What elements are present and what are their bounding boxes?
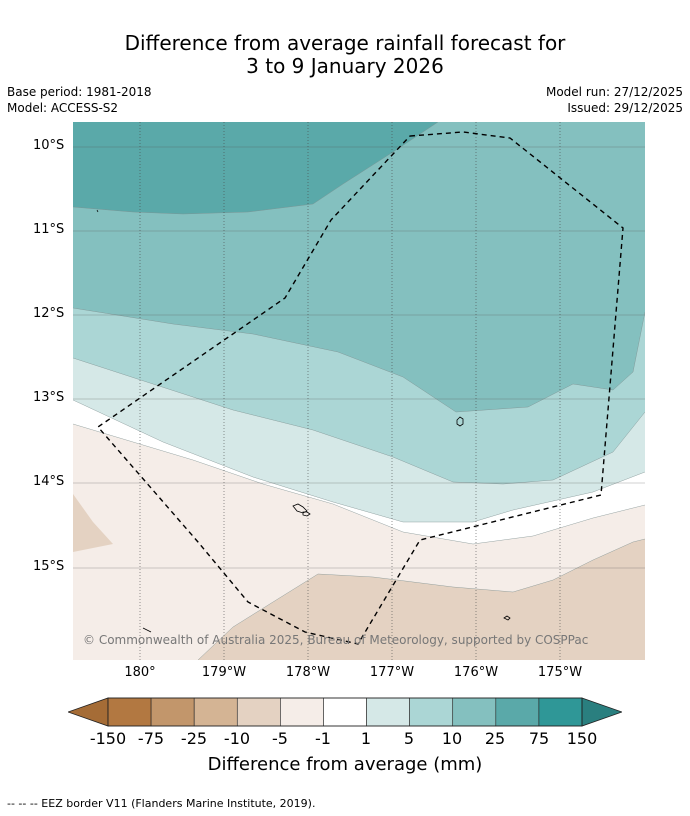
colorbar-label: Difference from average (mm) bbox=[207, 754, 483, 775]
latitude-gridlines bbox=[73, 146, 645, 569]
cb-tick-10: 10 bbox=[441, 729, 463, 748]
meta-left: Base period: 1981-2018 Model: ACCESS-S2 bbox=[7, 84, 152, 116]
islet-southwest bbox=[142, 627, 152, 633]
lon-label-179w: 179°W bbox=[201, 665, 247, 680]
lat-label-10s: 10°S bbox=[33, 138, 65, 153]
cb-tick-5: 5 bbox=[403, 729, 415, 748]
colorbar-segment bbox=[193, 697, 238, 727]
colorbar-segment bbox=[236, 697, 281, 727]
cb-tick-25: 25 bbox=[484, 729, 506, 748]
cb-tick-neg75: -75 bbox=[137, 729, 165, 748]
colorbar-segment bbox=[323, 697, 367, 727]
rainfall-map bbox=[73, 122, 645, 660]
colorbar-segment bbox=[538, 697, 583, 727]
eez-border bbox=[96, 131, 624, 645]
islet-northwest bbox=[96, 209, 99, 213]
island-wallis bbox=[456, 416, 464, 427]
colorbar-segment bbox=[495, 697, 540, 727]
colorbar-extend-low bbox=[68, 697, 109, 727]
colorbar-segment bbox=[280, 697, 324, 727]
lon-label-180: 180° bbox=[124, 665, 156, 680]
colorbar-segment bbox=[452, 697, 497, 727]
colorbar-extend-high bbox=[581, 697, 622, 727]
lon-label-176w: 176°W bbox=[453, 665, 499, 680]
issued-date: Issued: 29/12/2025 bbox=[567, 101, 683, 115]
model-run: Model run: 27/12/2025 bbox=[545, 85, 683, 99]
title-line-2: 3 to 9 January 2026 bbox=[246, 54, 444, 78]
model-name: Model: ACCESS-S2 bbox=[7, 101, 119, 115]
cb-tick-1: 1 bbox=[360, 729, 372, 748]
chart-title: Difference from average rainfall forecas… bbox=[0, 32, 690, 78]
colorbar-segment bbox=[150, 697, 195, 727]
meta-right: Model run: 27/12/2025 Issued: 29/12/2025 bbox=[546, 84, 683, 116]
band-neg10-to-neg5 bbox=[198, 539, 645, 660]
islet-southeast bbox=[503, 615, 511, 621]
colorbar bbox=[68, 697, 622, 727]
colorbar-segment bbox=[366, 697, 410, 727]
band-neg10-to-neg5-west bbox=[73, 494, 113, 552]
lat-label-11s: 11°S bbox=[33, 222, 65, 237]
base-period: Base period: 1981-2018 bbox=[7, 85, 152, 99]
cb-tick-75: 75 bbox=[528, 729, 550, 748]
island-alofi bbox=[302, 511, 311, 517]
title-line-1: Difference from average rainfall forecas… bbox=[124, 31, 566, 55]
lon-label-178w: 178°W bbox=[285, 665, 331, 680]
lon-label-175w: 175°W bbox=[537, 665, 583, 680]
cb-tick-150: 150 bbox=[566, 729, 598, 748]
lat-label-12s: 12°S bbox=[33, 306, 65, 321]
cb-tick-neg10: -10 bbox=[223, 729, 251, 748]
cb-tick-neg25: -25 bbox=[180, 729, 208, 748]
band-25-to-75 bbox=[73, 122, 438, 214]
eez-footnote: -- -- -- EEZ border V11 (Flanders Marine… bbox=[7, 797, 316, 810]
cb-tick-neg5: -5 bbox=[272, 729, 288, 748]
cb-tick-neg1: -1 bbox=[315, 729, 331, 748]
colorbar-segment bbox=[107, 697, 152, 727]
copyright-text: © Commonwealth of Australia 2025, Bureau… bbox=[83, 633, 589, 647]
colorbar-segment bbox=[409, 697, 454, 727]
lat-label-14s: 14°S bbox=[33, 474, 65, 489]
lon-label-177w: 177°W bbox=[369, 665, 415, 680]
lat-label-15s: 15°S bbox=[33, 559, 65, 574]
cb-tick-neg150: -150 bbox=[89, 729, 127, 748]
lat-label-13s: 13°S bbox=[33, 390, 65, 405]
island-futuna bbox=[292, 503, 308, 514]
